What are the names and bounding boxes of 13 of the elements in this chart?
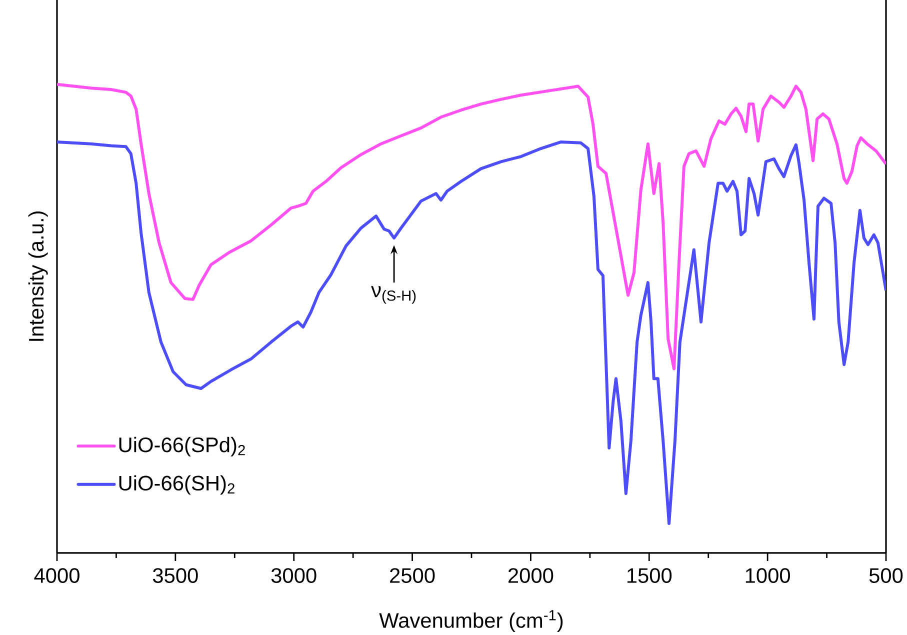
x-tick-label: 4000	[34, 568, 80, 583]
x-tick-label: 1000	[746, 568, 790, 583]
x-tick-label: 2500	[390, 568, 435, 583]
x-tick-label: 3500	[152, 568, 198, 583]
legend-label: UiO-66(SH)$_{2}$	[119, 475, 234, 495]
x-tick-label: 1500	[627, 568, 672, 583]
x-tick-label: 500	[869, 568, 903, 583]
x-tick-label: 2000	[508, 568, 554, 583]
legend-label: UiO-66(SPd)$_{2}$	[119, 436, 245, 456]
annotation: ν$_{(S-H)}$	[371, 286, 416, 304]
x-tick-label: 3000	[271, 568, 316, 583]
y-axis-title: Intensity (a.u.)	[28, 212, 48, 341]
x-axis-title: Wavenumber (cm$^{-1}$)	[379, 610, 563, 632]
